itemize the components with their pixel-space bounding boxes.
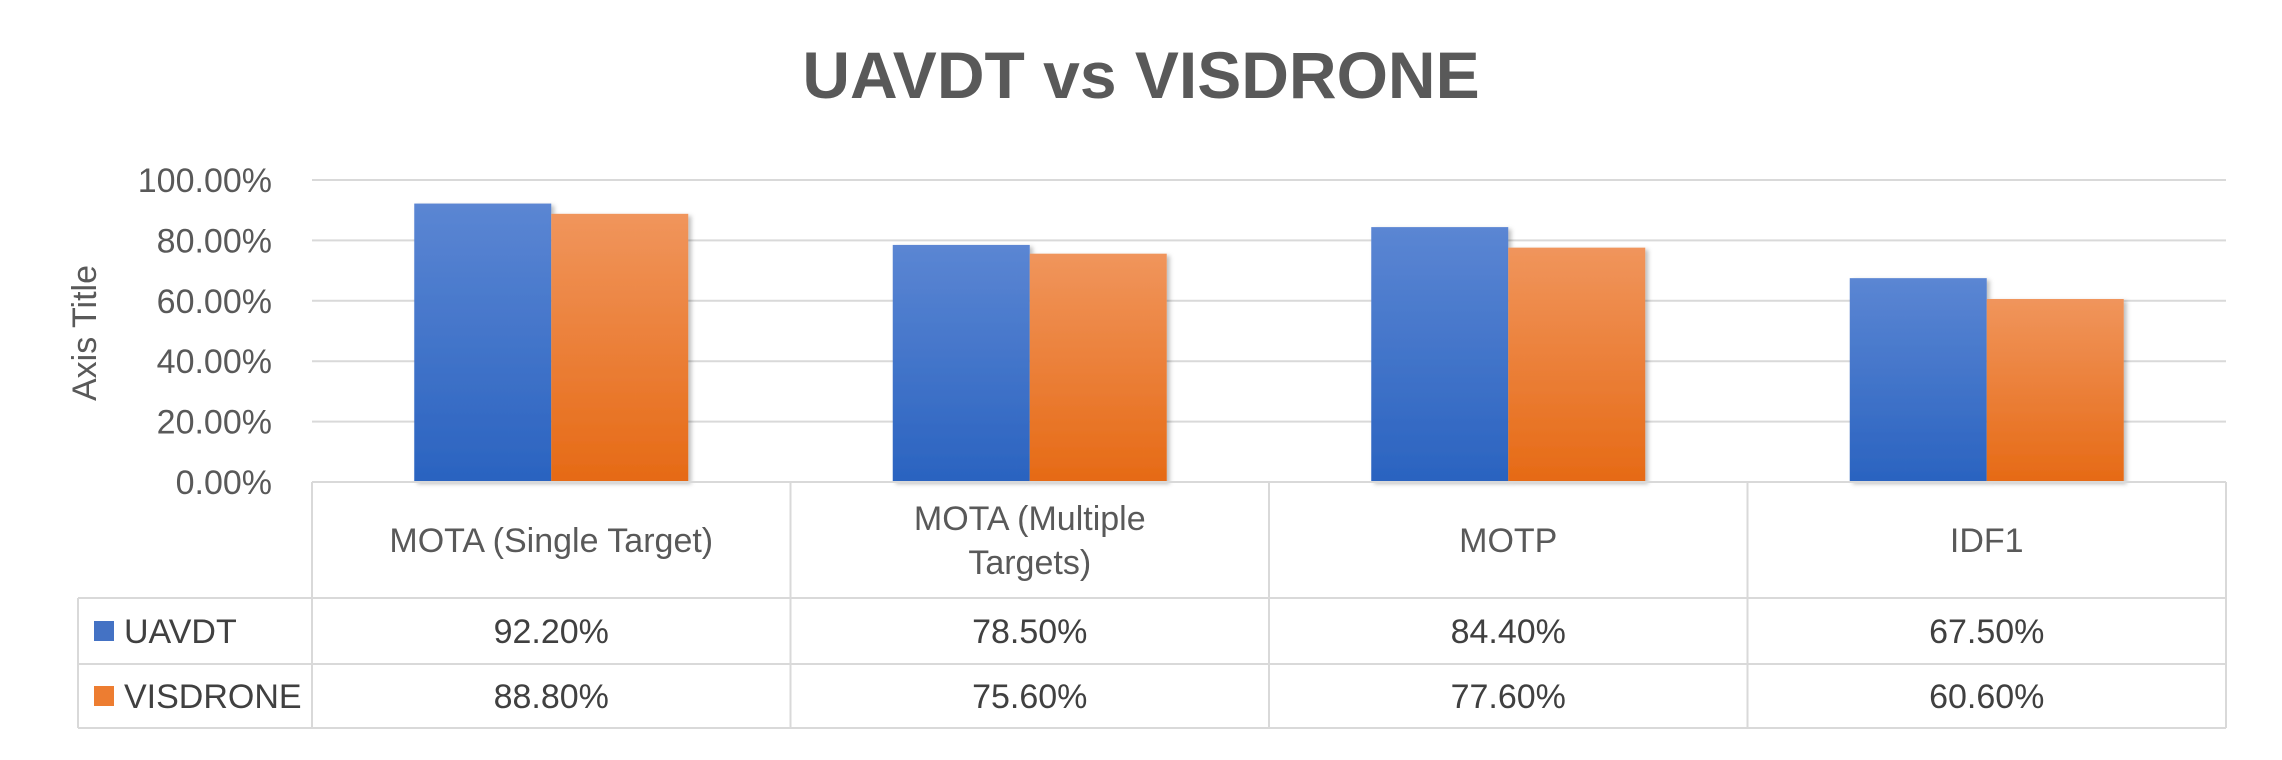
- bars: [414, 203, 2124, 482]
- legend-key-visdrone: [94, 686, 114, 706]
- series-name: VISDRONE: [124, 678, 302, 716]
- category-label: Targets): [968, 544, 1091, 582]
- bar-uavdt-3: [1371, 227, 1509, 482]
- data-table-value: 67.50%: [1929, 613, 2044, 651]
- y-tick-label: 40.00%: [157, 343, 272, 381]
- bar-uavdt-1: [414, 203, 552, 482]
- bar-visdrone-4: [1986, 298, 2124, 482]
- bar-visdrone-1: [551, 213, 689, 482]
- y-tick-label: 100.00%: [138, 162, 272, 200]
- data-table-value: 84.40%: [1451, 613, 1566, 651]
- y-tick-label: 60.00%: [157, 283, 272, 321]
- y-tick-label: 0.00%: [176, 464, 272, 502]
- data-table-value: 78.50%: [972, 613, 1087, 651]
- bar-visdrone-2: [1029, 253, 1167, 482]
- series-name: UAVDT: [124, 613, 237, 651]
- category-label: MOTA (Multiple: [914, 500, 1146, 538]
- y-tick-label: 80.00%: [157, 222, 272, 260]
- y-tick-label: 20.00%: [157, 404, 272, 442]
- chart-title: UAVDT vs VISDRONE: [802, 38, 1479, 112]
- data-table-value: 92.20%: [494, 613, 609, 651]
- bar-visdrone-3: [1508, 247, 1646, 482]
- y-axis-title: Axis Title: [66, 265, 104, 401]
- bar-uavdt-4: [1849, 278, 1987, 482]
- legend-key-uavdt: [94, 621, 114, 641]
- data-table-value: 77.60%: [1451, 678, 1566, 716]
- data-table-value: 75.60%: [972, 678, 1087, 716]
- y-tick-labels: 0.00% 20.00% 40.00% 60.00% 80.00% 100.00%: [138, 162, 272, 502]
- category-label: IDF1: [1950, 522, 2024, 560]
- category-label: MOTP: [1459, 522, 1557, 560]
- data-table-value: 60.60%: [1929, 678, 2044, 716]
- data-table: MOTA (Single Target) MOTA (Multiple Target…: [77, 481, 2227, 729]
- data-table-value: 88.80%: [494, 678, 609, 716]
- category-label: MOTA (Single Target): [389, 522, 713, 560]
- bar-uavdt-2: [892, 244, 1030, 482]
